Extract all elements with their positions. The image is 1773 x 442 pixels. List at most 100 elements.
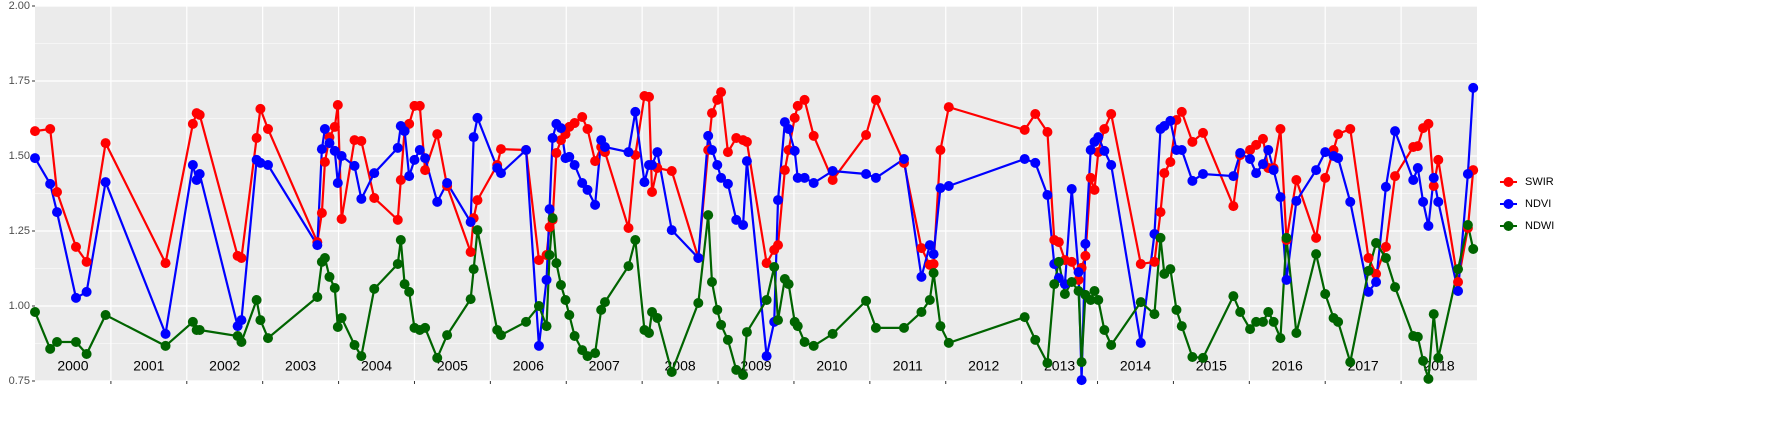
point — [1080, 250, 1091, 261]
point — [1291, 328, 1302, 338]
point — [555, 280, 566, 290]
point — [1085, 145, 1096, 155]
point — [432, 129, 443, 140]
point — [827, 175, 838, 185]
year-label: 2017 — [1348, 358, 1379, 374]
point — [236, 337, 247, 347]
point — [1198, 127, 1209, 138]
point — [1257, 133, 1268, 144]
point — [773, 315, 784, 326]
point — [1165, 264, 1176, 275]
point — [160, 258, 171, 269]
year-label: 2004 — [361, 358, 392, 374]
point — [432, 196, 443, 207]
point — [1462, 169, 1473, 179]
point — [1281, 232, 1292, 243]
point — [420, 153, 431, 164]
point — [1311, 165, 1322, 176]
year-label: 2003 — [285, 358, 316, 374]
point — [792, 321, 803, 332]
point — [30, 307, 40, 317]
point — [472, 225, 483, 236]
point — [465, 247, 476, 257]
point — [399, 126, 410, 137]
point — [551, 148, 562, 158]
point — [194, 109, 205, 120]
point — [703, 130, 714, 141]
point — [623, 223, 634, 233]
point — [251, 295, 262, 305]
point — [324, 271, 335, 282]
point — [928, 249, 939, 260]
point — [569, 160, 580, 170]
point — [799, 172, 810, 183]
point — [808, 178, 819, 188]
point — [722, 334, 733, 345]
point — [1099, 124, 1110, 134]
point — [336, 214, 347, 224]
point — [1263, 145, 1274, 155]
point — [761, 258, 772, 269]
point — [52, 337, 63, 347]
point — [623, 147, 634, 158]
point — [916, 271, 927, 282]
point — [1428, 172, 1439, 183]
point — [81, 349, 92, 359]
point — [414, 145, 425, 155]
point — [722, 178, 733, 189]
point — [369, 283, 380, 294]
point — [590, 348, 601, 359]
point — [1311, 232, 1322, 243]
point — [1089, 184, 1100, 195]
point — [935, 321, 946, 332]
point — [652, 147, 663, 158]
legend-marker — [1503, 199, 1514, 209]
point — [70, 241, 81, 252]
point — [1275, 124, 1286, 134]
point — [808, 130, 819, 141]
point — [1281, 274, 1292, 285]
y-tick-label: 1.75 — [9, 75, 30, 87]
point — [943, 102, 954, 113]
point — [1106, 340, 1117, 350]
point — [312, 292, 323, 302]
point — [647, 187, 658, 197]
legend-label: NDWI — [1525, 220, 1554, 232]
point — [582, 124, 593, 134]
point — [495, 168, 506, 179]
point — [789, 112, 800, 123]
point — [738, 220, 749, 230]
point — [100, 310, 111, 320]
point — [1019, 312, 1030, 323]
point — [349, 160, 360, 171]
point — [465, 294, 476, 305]
point — [1245, 324, 1256, 335]
point — [356, 351, 367, 362]
point — [404, 118, 415, 129]
y-tick-label: 1.50 — [9, 150, 30, 162]
point — [590, 199, 601, 210]
point — [262, 333, 273, 344]
point — [861, 130, 872, 140]
point — [827, 166, 838, 176]
point — [395, 175, 406, 185]
point — [555, 123, 566, 134]
point — [52, 187, 63, 197]
point — [432, 352, 443, 363]
point — [521, 145, 532, 155]
point — [332, 322, 343, 332]
point — [533, 255, 544, 266]
point — [898, 322, 909, 333]
point — [52, 207, 63, 218]
point — [1135, 297, 1146, 308]
point — [187, 118, 198, 129]
point — [547, 133, 558, 143]
point — [1251, 168, 1262, 179]
point — [731, 214, 742, 225]
point — [861, 295, 872, 306]
point — [100, 138, 111, 149]
point — [1066, 184, 1077, 194]
point — [160, 340, 171, 351]
point — [319, 124, 330, 134]
point — [577, 112, 588, 122]
